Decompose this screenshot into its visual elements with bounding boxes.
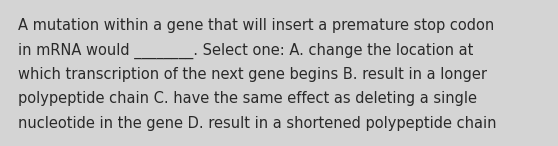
- Text: in mRNA would ________. Select one: A. change the location at: in mRNA would ________. Select one: A. c…: [18, 42, 473, 59]
- Text: A mutation within a gene that will insert a premature stop codon: A mutation within a gene that will inser…: [18, 18, 494, 33]
- Text: polypeptide chain C. have the same effect as deleting a single: polypeptide chain C. have the same effec…: [18, 92, 477, 106]
- Text: which transcription of the next gene begins B. result in a longer: which transcription of the next gene beg…: [18, 67, 487, 82]
- Text: nucleotide in the gene D. result in a shortened polypeptide chain: nucleotide in the gene D. result in a sh…: [18, 116, 497, 131]
